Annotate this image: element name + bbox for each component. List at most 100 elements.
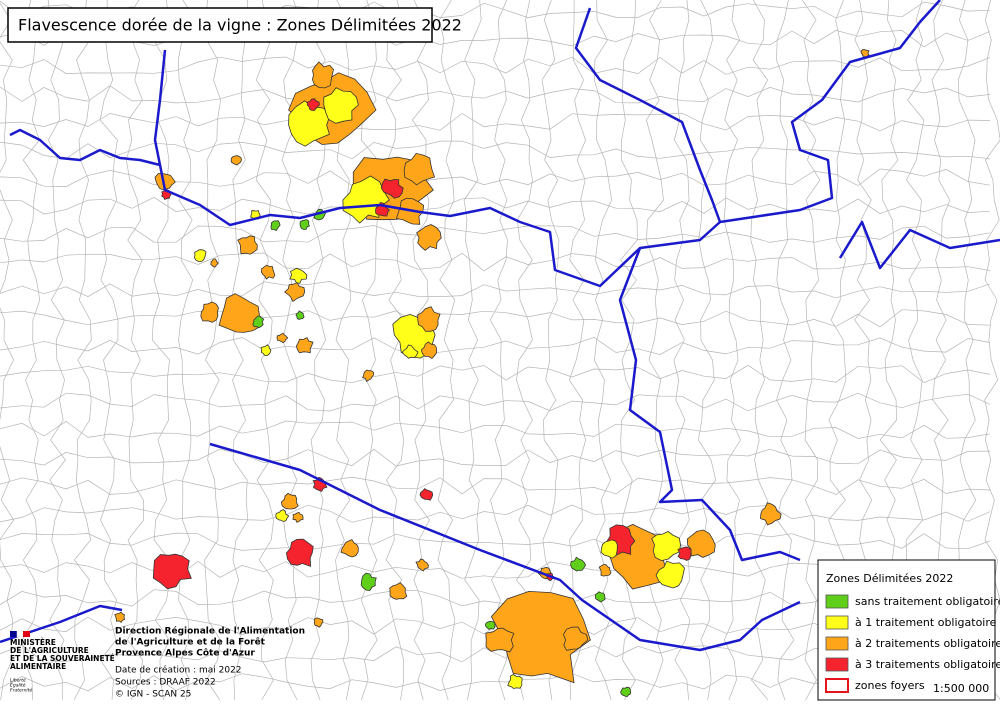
zone — [620, 686, 632, 698]
zone — [419, 488, 434, 501]
commune-line — [231, 0, 249, 701]
ministry-line: ET DE LA SOUVERAINETÉ — [10, 654, 115, 663]
zone — [655, 560, 685, 589]
credit-line: Date de création : mai 2022 — [115, 665, 242, 676]
commune-line — [0, 476, 991, 495]
legend-swatch — [825, 594, 849, 609]
zone — [200, 301, 219, 323]
commune-line — [73, 0, 92, 701]
commune-line — [0, 56, 991, 75]
commune-line — [489, 0, 509, 701]
zone — [600, 539, 618, 559]
commune-line — [204, 0, 222, 701]
credit-org: Direction Régionale de l'Alimentation — [115, 626, 305, 637]
legend-swatch — [825, 657, 849, 672]
zone — [651, 531, 681, 562]
zone — [193, 249, 207, 262]
border — [838, 220, 1000, 270]
zone — [210, 258, 219, 268]
commune-line — [750, 0, 769, 701]
motto-line: Liberté — [10, 677, 26, 684]
zone — [485, 627, 515, 653]
legend-label: zones foyers — [855, 679, 925, 692]
motto-line: Égalité — [10, 681, 26, 689]
zone — [313, 617, 324, 628]
credit-org: Provence Alpes Côte d'Azur — [115, 648, 255, 659]
zone — [280, 492, 299, 510]
zone — [299, 219, 310, 230]
border — [158, 0, 941, 288]
title-box — [7, 7, 433, 43]
legend-label: à 3 traitements obligatoires — [855, 658, 1000, 671]
commune-line — [0, 112, 991, 132]
zone — [362, 369, 374, 382]
motto-line: Fraternité — [10, 687, 32, 694]
commune-line — [0, 225, 991, 243]
commune-line — [801, 0, 821, 701]
scale: 1:500 000 — [933, 682, 989, 695]
zone — [380, 178, 404, 199]
legend-swatch — [825, 615, 849, 630]
commune-line — [0, 532, 991, 552]
commune-line — [0, 281, 991, 299]
zone — [284, 282, 306, 302]
zone — [389, 582, 408, 600]
zones — [114, 48, 870, 698]
commune-line — [723, 0, 741, 701]
ministry-line: ALIMENTAIRE — [10, 662, 66, 671]
commune-line — [99, 0, 119, 701]
zone — [114, 611, 126, 623]
zone — [292, 511, 304, 523]
commune-line — [983, 0, 1000, 700]
commune-line — [0, 337, 991, 356]
flag-white — [16, 630, 24, 638]
legend-label: à 1 traitement obligatoire — [855, 616, 997, 629]
zone — [677, 546, 693, 561]
zone — [484, 621, 496, 630]
commune-line — [0, 420, 991, 439]
zone — [415, 558, 429, 572]
zone — [760, 502, 782, 526]
commune-line — [437, 0, 456, 701]
credits: Direction Régionale de l'Alimentation de… — [115, 626, 305, 700]
commune-line — [0, 364, 991, 384]
border — [9, 49, 167, 167]
border — [574, 7, 722, 223]
commune-line — [515, 0, 534, 701]
zone — [152, 553, 192, 590]
commune-line — [0, 2, 15, 701]
flag-blue — [10, 631, 17, 637]
legend-swatch — [825, 678, 849, 693]
zone — [417, 306, 441, 332]
commune-line — [673, 0, 691, 701]
zone — [260, 264, 276, 280]
commune-line — [0, 252, 991, 272]
commune-line — [0, 140, 991, 160]
commune-line — [593, 0, 612, 701]
legend-label: sans traitement obligatoire — [855, 595, 1000, 608]
commune-line — [0, 504, 991, 523]
zone — [306, 98, 320, 111]
zone — [403, 152, 436, 186]
zone — [416, 224, 442, 251]
commune-line — [47, 0, 66, 700]
zone — [295, 337, 314, 354]
zone — [237, 235, 258, 255]
department-borders — [0, 0, 1000, 652]
legend-box — [817, 559, 996, 701]
zone — [154, 173, 176, 191]
zone — [360, 572, 377, 591]
ministry-line: MINISTÈRE — [10, 638, 56, 647]
commune-line — [541, 0, 560, 701]
zone — [270, 220, 281, 232]
zone — [218, 293, 263, 333]
commune-line — [0, 448, 991, 467]
legend-title: Zones Délimitées 2022 — [826, 572, 953, 585]
zone — [598, 563, 612, 577]
commune-line — [463, 0, 482, 701]
zone — [570, 556, 587, 572]
zone — [252, 315, 265, 329]
